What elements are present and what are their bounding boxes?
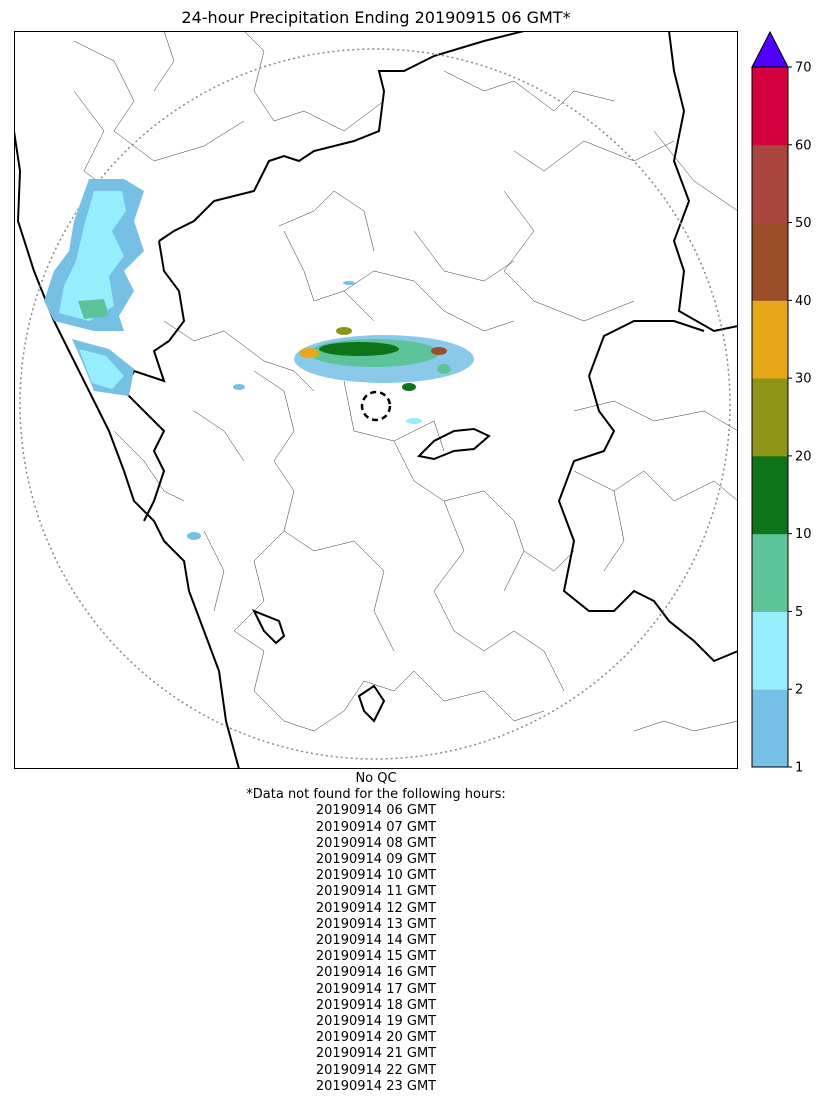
missing-hour-item: 20190914 17 GMT — [315, 981, 437, 997]
precip-scatter-2 — [187, 532, 201, 540]
district-boundaries — [73, 31, 738, 732]
missing-hour-item: 20190914 12 GMT — [315, 900, 437, 916]
missing-hour-item: 20190914 11 GMT — [315, 884, 437, 900]
colorbar-segment — [752, 378, 788, 457]
precip-central-band-heavy — [319, 342, 399, 356]
colorbar-segment — [752, 689, 788, 768]
radar-range-ring — [19, 48, 731, 760]
colorbar-segments — [751, 30, 789, 768]
precipitation-map — [14, 31, 738, 769]
precip-coastal-cell-core — [79, 349, 124, 389]
colorbar-tick-label: 5 — [795, 605, 803, 620]
missing-hour-item: 20190914 20 GMT — [315, 1030, 437, 1046]
colorbar-tick-label: 30 — [795, 372, 812, 387]
state-boundaries — [14, 31, 738, 769]
colorbar-segment — [752, 611, 788, 690]
missing-hour-item: 20190914 09 GMT — [315, 852, 437, 868]
precip-cell-a — [299, 348, 319, 358]
qc-note: No QC — [355, 771, 397, 786]
missing-hour-item: 20190914 22 GMT — [315, 1062, 437, 1078]
missing-hours-list: 20190914 06 GMT 20190914 07 GMT 20190914 0… — [14, 803, 738, 1095]
radar-site-marker — [360, 390, 392, 422]
colorbar-segment — [752, 533, 788, 612]
precip-cell-b — [336, 327, 352, 335]
missing-hour-item: 20190914 19 GMT — [315, 1014, 437, 1030]
missing-hour-item: 20190914 23 GMT — [315, 1078, 437, 1094]
precipitation-areas — [44, 179, 474, 540]
colorbar-tick-label: 50 — [795, 216, 812, 231]
colorbar-extend-arrow — [751, 30, 789, 68]
map-background — [14, 31, 738, 769]
map-title: 24-hour Precipitation Ending 20190915 06… — [181, 8, 571, 27]
precip-scatter-1 — [233, 384, 245, 390]
precip-cell-c — [431, 347, 447, 355]
footer-notes: No QC *Data not found for the following … — [14, 771, 738, 1095]
missing-hour-item: 20190914 18 GMT — [315, 997, 437, 1013]
colorbar-segment — [752, 455, 788, 535]
precip-cell-e — [437, 364, 451, 374]
colorbar-tick-label: 40 — [795, 294, 812, 309]
colorbar-tick-label: 2 — [795, 683, 803, 698]
colorbar-frame — [751, 66, 789, 768]
missing-hour-item: 20190914 14 GMT — [315, 933, 437, 949]
missing-hour-item: 20190914 10 GMT — [315, 868, 437, 884]
missing-hour-item: 20190914 21 GMT — [315, 1046, 437, 1062]
missing-data-header: *Data not found for the following hours: — [246, 787, 506, 803]
precip-scatter-3 — [343, 281, 355, 285]
colorbar-segment — [752, 144, 788, 224]
missing-hour-item: 20190914 15 GMT — [315, 949, 437, 965]
missing-hour-item: 20190914 06 GMT — [315, 803, 437, 819]
colorbar-tick-label: 1 — [795, 761, 803, 776]
precip-west-coast-heavy — [78, 299, 109, 319]
missing-hour-item: 20190914 08 GMT — [315, 835, 437, 851]
colorbar-segment — [752, 222, 788, 301]
colorbar-segment — [752, 300, 788, 379]
colorbar: 1 2 5 10 20 30 40 50 60 70 — [751, 30, 812, 776]
missing-hour-item: 20190914 07 GMT — [315, 819, 437, 835]
colorbar-tick-label: 70 — [795, 61, 812, 76]
missing-hour-item: 20190914 13 GMT — [315, 916, 437, 932]
colorbar-tick-label: 60 — [795, 138, 812, 153]
colorbar-tick-label: 10 — [795, 527, 812, 542]
precip-west-coast-moderate — [59, 191, 126, 321]
colorbar-segment — [752, 67, 788, 146]
precip-cell-d — [402, 383, 416, 391]
missing-hour-item: 20190914 16 GMT — [315, 965, 437, 981]
colorbar-ticks: 1 2 5 10 20 30 40 50 60 70 — [788, 61, 812, 776]
colorbar-tick-label: 20 — [795, 449, 812, 464]
map-frame — [14, 31, 738, 769]
precip-scatter-4 — [406, 418, 422, 424]
